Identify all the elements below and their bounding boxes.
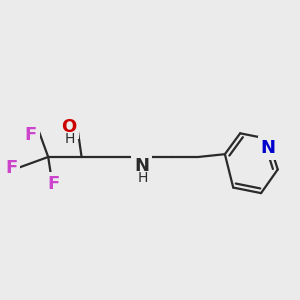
Text: F: F: [25, 126, 37, 144]
Text: F: F: [5, 159, 18, 177]
Text: H: H: [65, 132, 75, 146]
Text: F: F: [48, 175, 60, 193]
Text: N: N: [260, 139, 275, 157]
Text: N: N: [134, 157, 149, 175]
Text: H: H: [138, 171, 148, 185]
Text: O: O: [61, 118, 76, 136]
